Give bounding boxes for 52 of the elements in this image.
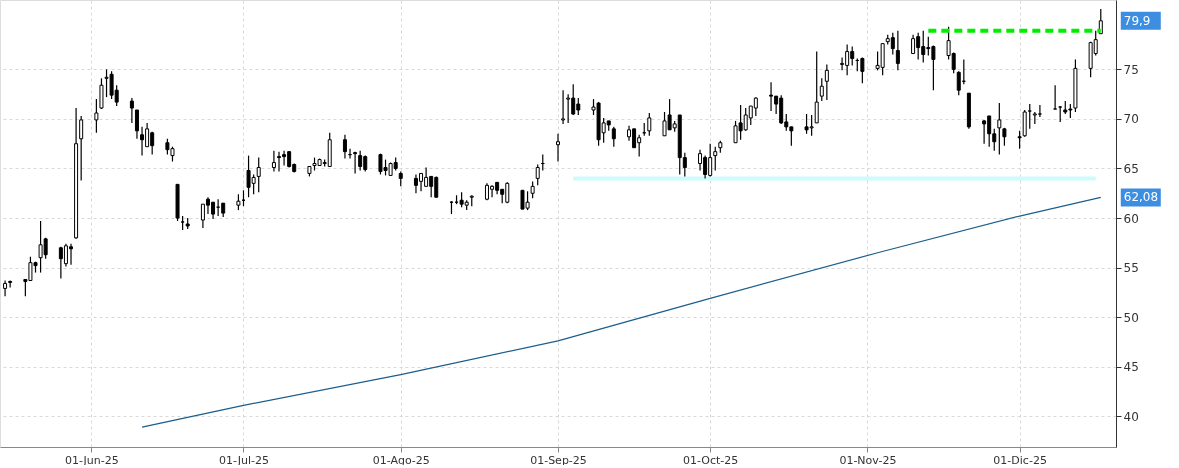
candlestick (611, 126, 616, 148)
candlestick (698, 149, 703, 172)
candlestick (216, 198, 221, 217)
candlestick (556, 133, 560, 163)
candlestick (1053, 84, 1058, 110)
y-tick-label: 50 (1123, 310, 1139, 325)
line-series (141, 196, 1102, 428)
candlestick (819, 77, 824, 102)
candlestick (824, 63, 829, 101)
candlestick (134, 109, 139, 140)
candlestick (860, 56, 865, 84)
candlestick (769, 81, 774, 112)
candlestick (561, 89, 566, 125)
y-tick-label: 65 (1123, 161, 1139, 176)
candlestick (1037, 104, 1042, 118)
y-tick-label: 75 (1123, 62, 1139, 77)
x-tick-label: 01-Dic-25 (993, 453, 1047, 467)
x-tick-label: 01-Sep-25 (530, 453, 587, 467)
candlestick (1022, 109, 1027, 138)
candlestick (99, 77, 104, 110)
y-tick-label: 55 (1123, 261, 1139, 276)
candlestick (271, 150, 276, 173)
y-tick-label: 40 (1123, 409, 1139, 424)
x-tick-label: 01-Jun-25 (64, 453, 119, 467)
candlestick (140, 126, 145, 157)
candlestick (753, 96, 758, 117)
candlestick (814, 50, 819, 124)
candlestick (129, 97, 134, 124)
y-tick-label: 70 (1123, 112, 1139, 127)
candlestick (895, 30, 900, 71)
y-tick-label: 60 (1123, 211, 1139, 226)
annotation: 79,9 (1123, 13, 1151, 28)
candlestick (8, 279, 13, 289)
y-tick-label: 45 (1123, 360, 1139, 375)
candlestick (3, 279, 8, 297)
candlestick (911, 34, 916, 55)
annotation: 62,08 (1123, 190, 1159, 205)
candlestick (342, 134, 347, 160)
candlestick (256, 156, 261, 193)
x-tick-label: 01-Jul-25 (219, 453, 269, 467)
x-tick-label: 01-Nov-25 (839, 453, 897, 467)
candlestick (79, 115, 84, 181)
candlestick (713, 146, 718, 172)
candlestick (535, 163, 540, 186)
x-tick-label: 01-Ago-25 (372, 453, 430, 467)
candlestick (956, 70, 961, 96)
x-tick-label: 01-Oct-25 (683, 453, 739, 467)
candlestick (94, 98, 99, 134)
candlestick (890, 32, 895, 56)
candlestick (358, 150, 363, 172)
candlestick (566, 93, 571, 124)
candlestick (647, 112, 652, 137)
